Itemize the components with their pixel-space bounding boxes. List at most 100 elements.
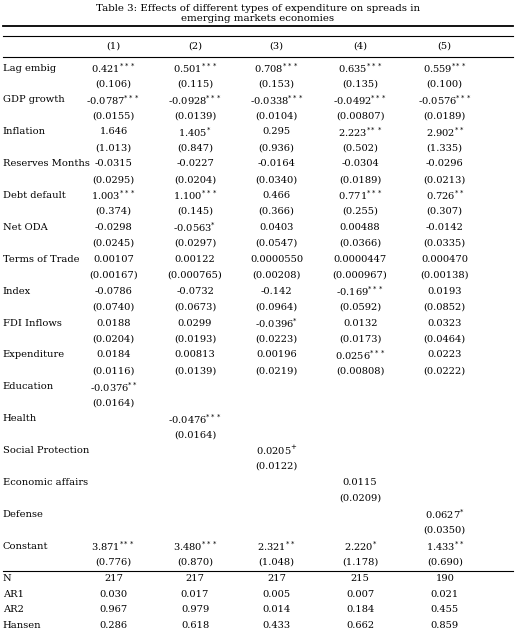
Text: (5): (5) bbox=[438, 42, 452, 50]
Text: (0.374): (0.374) bbox=[95, 207, 132, 216]
Text: 217: 217 bbox=[267, 573, 286, 583]
Text: 0.708$^{***}$: 0.708$^{***}$ bbox=[254, 61, 299, 75]
Text: Inflation: Inflation bbox=[3, 127, 46, 136]
Text: (0.0464): (0.0464) bbox=[424, 335, 466, 343]
Text: 3.480$^{***}$: 3.480$^{***}$ bbox=[173, 539, 217, 553]
Text: -0.0786: -0.0786 bbox=[94, 287, 133, 295]
Text: Education: Education bbox=[3, 382, 54, 391]
Text: (0.000967): (0.000967) bbox=[333, 271, 388, 280]
Text: Health: Health bbox=[3, 414, 37, 423]
Text: 215: 215 bbox=[351, 573, 369, 583]
Text: (0.145): (0.145) bbox=[177, 207, 213, 216]
Text: (0.00138): (0.00138) bbox=[421, 271, 469, 280]
Text: 0.014: 0.014 bbox=[263, 605, 291, 614]
Text: (0.0104): (0.0104) bbox=[255, 112, 298, 120]
Text: (0.0204): (0.0204) bbox=[174, 175, 216, 184]
Text: (0.0350): (0.0350) bbox=[424, 526, 466, 535]
Text: 0.286: 0.286 bbox=[100, 621, 127, 630]
Text: -0.0787$^{***}$: -0.0787$^{***}$ bbox=[87, 93, 140, 107]
Text: Net ODA: Net ODA bbox=[3, 223, 47, 232]
Text: 217: 217 bbox=[104, 573, 123, 583]
Text: emerging markets economies: emerging markets economies bbox=[182, 14, 334, 23]
Text: Lag embig: Lag embig bbox=[3, 64, 56, 72]
Text: -0.0576$^{***}$: -0.0576$^{***}$ bbox=[418, 93, 472, 107]
Text: 0.00813: 0.00813 bbox=[175, 350, 215, 360]
Text: 0.000470: 0.000470 bbox=[421, 255, 469, 264]
Text: 0.726$^{**}$: 0.726$^{**}$ bbox=[426, 188, 464, 202]
Text: (0.0189): (0.0189) bbox=[424, 112, 466, 120]
Text: (0.0297): (0.0297) bbox=[174, 239, 216, 248]
Text: 0.184: 0.184 bbox=[346, 605, 374, 614]
Text: (0.0245): (0.0245) bbox=[92, 239, 135, 248]
Text: AR1: AR1 bbox=[3, 590, 24, 598]
Text: (0.255): (0.255) bbox=[342, 207, 378, 216]
Text: (0.502): (0.502) bbox=[342, 143, 378, 152]
Text: (0.870): (0.870) bbox=[177, 558, 213, 566]
Text: 3.871$^{***}$: 3.871$^{***}$ bbox=[91, 539, 136, 553]
Text: 0.007: 0.007 bbox=[346, 590, 374, 598]
Text: (0.0213): (0.0213) bbox=[424, 175, 466, 184]
Text: (0.0852): (0.0852) bbox=[424, 302, 466, 312]
Text: (0.0340): (0.0340) bbox=[255, 175, 298, 184]
Text: (0.0173): (0.0173) bbox=[339, 335, 381, 343]
Text: 0.0256$^{***}$: 0.0256$^{***}$ bbox=[335, 348, 385, 362]
Text: 0.455: 0.455 bbox=[431, 605, 459, 614]
Text: 1.405$^{*}$: 1.405$^{*}$ bbox=[178, 125, 212, 139]
Text: 0.859: 0.859 bbox=[431, 621, 459, 630]
Text: (0.847): (0.847) bbox=[177, 143, 213, 152]
Text: 1.003$^{***}$: 1.003$^{***}$ bbox=[91, 188, 136, 202]
Text: (0.0209): (0.0209) bbox=[339, 494, 381, 503]
Text: 0.030: 0.030 bbox=[100, 590, 127, 598]
Text: -0.0315: -0.0315 bbox=[94, 159, 133, 168]
Text: 0.0323: 0.0323 bbox=[428, 319, 462, 328]
Text: 0.0223: 0.0223 bbox=[428, 350, 462, 360]
Text: 0.501$^{***}$: 0.501$^{***}$ bbox=[173, 61, 217, 75]
Text: 0.00488: 0.00488 bbox=[340, 223, 380, 232]
Text: (0.0219): (0.0219) bbox=[255, 367, 298, 375]
Text: Social Protection: Social Protection bbox=[3, 446, 89, 455]
Text: (0.936): (0.936) bbox=[259, 143, 295, 152]
Text: (0.0592): (0.0592) bbox=[339, 302, 381, 312]
Text: 1.100$^{***}$: 1.100$^{***}$ bbox=[173, 188, 217, 202]
Text: 0.635$^{***}$: 0.635$^{***}$ bbox=[338, 61, 382, 75]
Text: (2): (2) bbox=[188, 42, 202, 50]
Text: Expenditure: Expenditure bbox=[3, 350, 64, 360]
Text: (1.178): (1.178) bbox=[342, 558, 378, 566]
Text: 1.646: 1.646 bbox=[100, 127, 127, 136]
Text: Defense: Defense bbox=[3, 510, 43, 519]
Text: -0.169$^{***}$: -0.169$^{***}$ bbox=[336, 284, 384, 298]
Text: 217: 217 bbox=[186, 573, 204, 583]
Text: (0.115): (0.115) bbox=[177, 79, 213, 88]
Text: (0.153): (0.153) bbox=[259, 79, 295, 88]
Text: (0.0139): (0.0139) bbox=[174, 112, 216, 120]
Text: Hansen: Hansen bbox=[3, 621, 41, 630]
Text: (0.307): (0.307) bbox=[427, 207, 463, 216]
Text: Debt default: Debt default bbox=[3, 191, 66, 200]
Text: (0.0204): (0.0204) bbox=[92, 335, 135, 343]
Text: (0.00208): (0.00208) bbox=[252, 271, 301, 280]
Text: (0.0740): (0.0740) bbox=[92, 302, 135, 312]
Text: (1): (1) bbox=[106, 42, 121, 50]
Text: 0.618: 0.618 bbox=[181, 621, 209, 630]
Text: 0.0000447: 0.0000447 bbox=[333, 255, 387, 264]
Text: Index: Index bbox=[3, 287, 31, 295]
Text: (0.0116): (0.0116) bbox=[92, 367, 135, 375]
Text: -0.0227: -0.0227 bbox=[176, 159, 214, 168]
Text: 1.433$^{**}$: 1.433$^{**}$ bbox=[426, 539, 464, 553]
Text: (0.690): (0.690) bbox=[427, 558, 463, 566]
Text: (3): (3) bbox=[269, 42, 284, 50]
Text: -0.0376$^{**}$: -0.0376$^{**}$ bbox=[89, 380, 138, 394]
Text: (0.106): (0.106) bbox=[95, 79, 132, 88]
Text: -0.0296: -0.0296 bbox=[426, 159, 464, 168]
Text: (0.00807): (0.00807) bbox=[336, 112, 384, 120]
Text: 0.466: 0.466 bbox=[263, 191, 291, 200]
Text: Constant: Constant bbox=[3, 542, 48, 551]
Text: -0.0732: -0.0732 bbox=[176, 287, 214, 295]
Text: 0.021: 0.021 bbox=[431, 590, 459, 598]
Text: -0.0396$^{*}$: -0.0396$^{*}$ bbox=[255, 316, 298, 330]
Text: (0.100): (0.100) bbox=[427, 79, 463, 88]
Text: 2.321$^{**}$: 2.321$^{**}$ bbox=[257, 539, 296, 553]
Text: 0.00122: 0.00122 bbox=[175, 255, 215, 264]
Text: (0.00167): (0.00167) bbox=[89, 271, 138, 280]
Text: 0.771$^{***}$: 0.771$^{***}$ bbox=[338, 188, 382, 202]
